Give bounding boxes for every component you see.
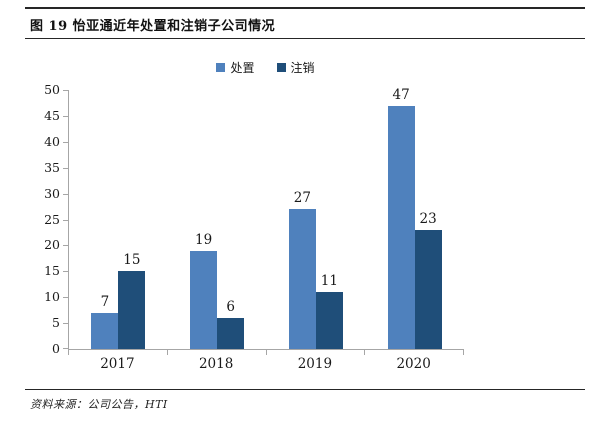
y-axis-tick xyxy=(63,271,68,273)
bar-disposal: 7 xyxy=(91,294,119,349)
top-rule xyxy=(25,7,585,9)
bar-value-label: 47 xyxy=(392,86,410,103)
y-axis-label: 20 xyxy=(44,237,60,253)
bar-value-label: 15 xyxy=(123,252,141,269)
bar-value-label: 19 xyxy=(195,231,213,248)
bar-group: 27 11 xyxy=(267,90,366,349)
legend-swatch-deregistration xyxy=(276,63,286,72)
bar-group: 19 6 xyxy=(168,90,267,349)
bar-disposal: 47 xyxy=(387,87,415,349)
x-axis-tick xyxy=(364,350,366,355)
bar-group: 47 23 xyxy=(365,87,464,349)
x-axis-tick xyxy=(265,350,267,355)
bar-group: 7 15 xyxy=(69,90,168,349)
y-axis-label: 15 xyxy=(44,263,60,279)
bar-deregistration: 6 xyxy=(217,299,245,349)
x-axis-tick xyxy=(463,350,464,355)
bar-value-label: 23 xyxy=(419,210,437,227)
y-axis-tick xyxy=(63,348,68,349)
source-note: 资料来源：公司公告，HTI xyxy=(30,398,168,411)
legend-swatch-disposal xyxy=(216,63,226,72)
y-axis-tick xyxy=(63,219,68,221)
y-axis-label: 50 xyxy=(44,82,60,97)
x-axis-label: 2019 xyxy=(297,356,333,372)
y-axis-label: 45 xyxy=(44,107,60,123)
x-axis-label: 2017 xyxy=(100,356,135,372)
y-axis-label: 5 xyxy=(52,315,60,331)
x-axis-tick xyxy=(166,350,168,355)
legend-label-deregistration: 注销 xyxy=(290,61,315,75)
y-axis-tick xyxy=(63,141,68,143)
y-axis-label: 0 xyxy=(52,341,60,356)
bottom-rule xyxy=(25,389,585,390)
y-axis-tick xyxy=(63,193,68,195)
y-axis-label: 40 xyxy=(44,133,60,149)
bar-deregistration: 15 xyxy=(118,252,146,349)
y-axis-tick xyxy=(63,297,68,299)
y-axis-label: 25 xyxy=(44,211,60,227)
y-axis-label: 10 xyxy=(44,289,60,305)
x-axis-label: 2020 xyxy=(396,356,431,372)
legend-item-deregistration: 注销 xyxy=(276,59,315,76)
y-axis-label: 35 xyxy=(44,159,60,175)
bar-deregistration: 11 xyxy=(315,273,343,349)
title-underline-rule xyxy=(25,38,585,39)
bar-value-label: 11 xyxy=(320,273,338,290)
legend-item-disposal: 处置 xyxy=(216,59,255,76)
chart-legend: 处置 注销 xyxy=(68,59,463,76)
bar-value-label: 7 xyxy=(100,293,110,310)
y-axis-label: 30 xyxy=(44,185,60,201)
y-axis-tick xyxy=(63,90,68,91)
bar-disposal: 19 xyxy=(190,232,218,349)
figure-title: 图 19 怡亚通近年处置和注销子公司情况 xyxy=(30,19,276,34)
bar-value-label: 6 xyxy=(226,298,235,315)
y-axis-tick xyxy=(63,245,68,247)
x-axis-tick xyxy=(68,350,69,355)
y-axis-tick xyxy=(63,167,68,169)
bar-deregistration: 23 xyxy=(414,211,442,349)
bar-disposal: 27 xyxy=(288,190,316,349)
x-axis-label: 2018 xyxy=(198,356,234,372)
y-axis-tick xyxy=(63,323,68,325)
y-axis-tick xyxy=(63,115,68,117)
bar-value-label: 27 xyxy=(293,190,311,207)
legend-label-disposal: 处置 xyxy=(230,61,255,75)
plot-area: 7 15 19 6 27 11 47 23 xyxy=(68,87,464,350)
